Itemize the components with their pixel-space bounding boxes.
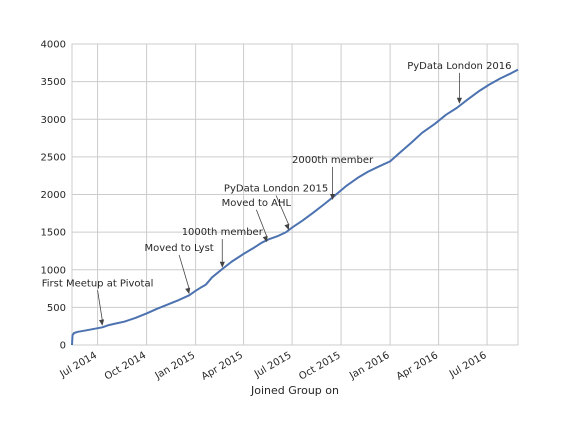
y-axis-ticks: 0 500 1000 1500 2000 2500 3000 3500 4000 [41,40,66,352]
y-tick-label: 2000 [41,190,66,201]
annotation-arrowhead [330,194,336,200]
y-tick-label: 500 [47,303,66,314]
x-tick-label: Apr 2016 [395,350,440,382]
series-line [71,68,519,346]
annotation-label: Moved to AHL [222,198,292,209]
annotation-arrow [97,290,103,321]
x-tick-label: Jan 2015 [153,350,198,382]
series-group [71,68,519,346]
annotation-arrow [275,195,290,226]
grid [72,43,518,346]
x-tick-label: Apr 2015 [200,350,245,382]
x-tick-label: Jan 2016 [347,350,392,382]
y-tick-label: 2500 [41,152,66,163]
x-tick-label: Oct 2015 [297,350,342,382]
annotation-arrow [255,209,268,238]
y-tick-label: 3000 [41,115,66,126]
y-tick-label: 1000 [41,265,66,276]
plot-frame [71,43,519,346]
x-axis-label: Joined Group on [250,384,339,397]
annotation-arrowhead [456,97,462,104]
x-tick-label: Oct 2014 [103,350,148,382]
y-tick-label: 4000 [41,40,66,51]
annotation-arrowhead [99,319,105,326]
annotation-label: 1000th member [182,227,264,238]
annotation-arrowhead [185,287,191,295]
annotation-label: PyData London 2016 [407,61,511,72]
x-tick-label: Jul 2015 [252,350,294,380]
annotation-label: First Meetup at Pivotal [42,278,154,289]
annotation-label: 2000th member [292,155,374,166]
annotation-label: Moved to Lyst [144,243,213,254]
y-tick-label: 1500 [41,228,66,239]
annotation-label: PyData London 2015 [224,183,328,194]
y-tick-label: 0 [60,341,66,352]
x-tick-label: Jul 2014 [57,350,99,380]
annotation-arrow [178,254,190,290]
x-tick-label: Jul 2016 [447,350,489,380]
annotation-arrowhead [262,235,268,243]
annotations: First Meetup at Pivotal Moved to Lyst 1000… [42,61,512,326]
annotation-arrowhead [219,261,225,268]
annotation-arrowhead [284,223,290,231]
y-tick-label: 3500 [41,77,66,88]
x-axis-ticks: Jul 2014 Oct 2014 Jan 2015 Apr 2015 Jul 2015… [57,350,488,382]
